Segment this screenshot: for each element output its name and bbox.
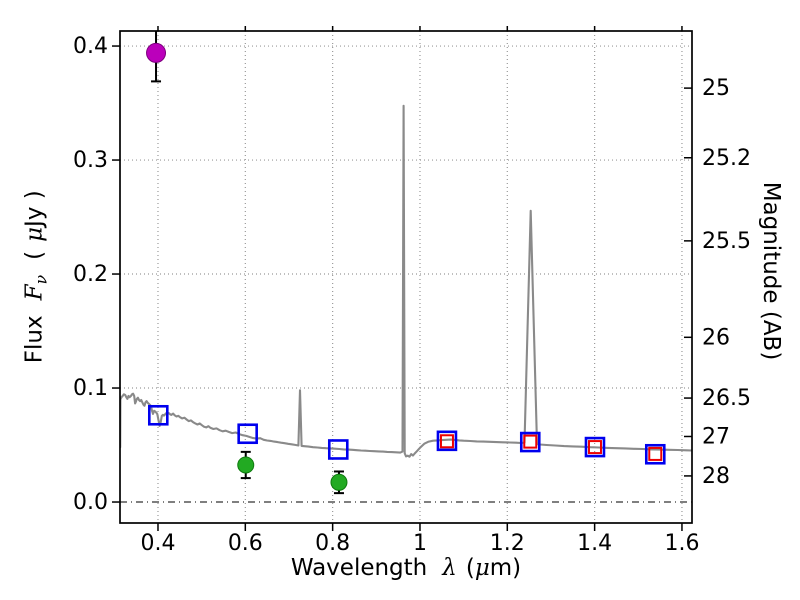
photometry-blue-squares-marker: [147, 404, 169, 426]
x-axis-unit-close: m): [489, 555, 522, 581]
y-tick-label-left: 0.1: [73, 376, 108, 401]
y-tick-label-right: 26: [702, 325, 730, 350]
y-tick-label-left: 0.2: [73, 262, 108, 287]
y-axis-unit-close: Jy ): [21, 190, 48, 227]
axes-frame: [119, 30, 693, 524]
photometry-red-squares-marker: [523, 434, 538, 449]
mu-symbol: μ: [474, 555, 490, 581]
photometry-green-circles-marker: [330, 473, 348, 491]
y-tick-label-left: 0.3: [73, 148, 108, 173]
y-tick-label-right: 25.5: [702, 229, 751, 254]
marker-layer: [146, 42, 666, 491]
x-tick-label: 0.6: [228, 531, 263, 556]
photometry-blue-squares-marker: [237, 423, 258, 445]
photometry-blue-squares-marker: [519, 431, 541, 453]
y-tick-label-right: 25.2: [702, 146, 751, 171]
tick-layer: [112, 26, 692, 531]
y-tick-label-right: 25: [702, 76, 730, 101]
photometry-magenta-circle-marker: [146, 42, 167, 63]
y-axis-unit-open: (: [21, 250, 48, 260]
grid-layer: [120, 31, 692, 523]
lambda-symbol: λ: [442, 555, 457, 581]
data-layer: [120, 31, 692, 495]
x-axis-label-text: Wavelength: [290, 555, 428, 581]
x-tick-label: 1: [413, 531, 427, 556]
photometry-green-circles-marker: [237, 456, 255, 474]
x-tick-label: 1.2: [490, 531, 525, 556]
photometry-red-squares-marker: [439, 434, 454, 449]
nu-symbol: ν: [31, 274, 51, 285]
model-spectrum: [120, 104, 692, 458]
x-tick-label: 1.4: [577, 531, 612, 556]
x-tick-label: 1.6: [664, 531, 699, 556]
photometry-blue-squares-marker: [327, 439, 349, 460]
x-axis-label: Wavelength λ (μm): [120, 555, 692, 581]
photometry-blue-squares-marker: [436, 430, 458, 452]
y-tick-label-left: 0.0: [73, 490, 108, 515]
y-tick-label-left: 0.4: [73, 34, 108, 59]
y-tick-label-right: 27: [702, 424, 730, 449]
mu-unit-symbol: μ: [21, 226, 48, 242]
photometry-blue-squares-marker: [584, 436, 606, 458]
photometry-red-squares-marker: [648, 446, 663, 461]
x-tick-label: 0.8: [315, 531, 350, 556]
y-axis-label-right: Magnitude (AB): [758, 71, 784, 471]
x-tick-label: 0.4: [140, 531, 175, 556]
y-tick-label-right: 28: [702, 464, 730, 489]
y-axis-label-left: Flux Fν ( μJy ): [21, 77, 50, 477]
x-axis-unit-open: (: [465, 555, 475, 581]
flux-F-symbol: F: [21, 284, 48, 301]
y-axis-label-left-text: Flux: [21, 315, 48, 364]
photometry-red-squares-marker: [587, 440, 602, 455]
y-tick-label-right: 26.5: [702, 386, 751, 411]
photometry-blue-squares-marker: [644, 443, 666, 465]
y-axis-label-right-text: Magnitude (AB): [758, 181, 784, 361]
tick-label-layer: 0.4 0.6 0.8 1 1.2 1.4 1.6 0.0 0.1 0.2 0.3 0.4 25 25.2…: [73, 34, 751, 556]
